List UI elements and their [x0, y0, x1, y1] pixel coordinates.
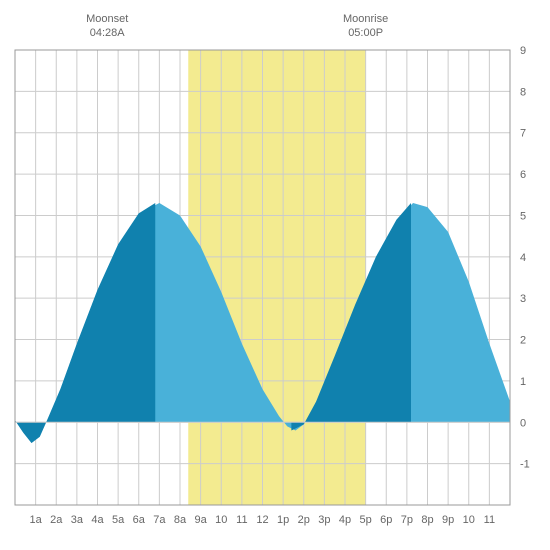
- x-tick-label: 3p: [318, 514, 330, 526]
- x-tick-label: 7a: [153, 514, 166, 526]
- y-tick-label: 5: [520, 210, 526, 222]
- x-tick-label: 4a: [91, 514, 104, 526]
- x-tick-label: 6p: [380, 514, 392, 526]
- x-tick-label: 8a: [174, 514, 187, 526]
- x-tick-label: 7p: [401, 514, 413, 526]
- y-tick-label: 9: [520, 45, 526, 57]
- x-tick-label: 6a: [133, 514, 146, 526]
- x-tick-label: 5p: [360, 514, 372, 526]
- x-tick-label: 4p: [339, 514, 351, 526]
- x-tick-label: 12: [256, 514, 268, 526]
- y-tick-label: 1: [520, 376, 526, 388]
- tide-chart: Moonset 04:28A Moonrise 05:00P 1a2a3a4a5…: [0, 0, 550, 550]
- x-tick-label: 11: [236, 514, 247, 526]
- y-tick-label: 4: [520, 252, 526, 264]
- x-tick-label: 2a: [50, 514, 63, 526]
- x-tick-label: 1a: [30, 514, 43, 526]
- chart-svg: 1a2a3a4a5a6a7a8a9a1011121p2p3p4p5p6p7p8p…: [0, 0, 550, 550]
- x-tick-label: 8p: [421, 514, 433, 526]
- y-tick-label: 2: [520, 335, 526, 347]
- y-tick-label: 7: [520, 128, 526, 140]
- y-tick-label: -1: [520, 459, 530, 471]
- daylight-band: [188, 50, 365, 505]
- y-tick-label: 6: [520, 169, 526, 181]
- y-tick-label: 8: [520, 86, 526, 98]
- x-tick-label: 10: [215, 514, 227, 526]
- x-tick-label: 5a: [112, 514, 125, 526]
- x-tick-label: 10: [463, 514, 475, 526]
- y-tick-label: 0: [520, 417, 526, 429]
- x-tick-label: 2p: [298, 514, 310, 526]
- x-tick-label: 1p: [277, 514, 289, 526]
- y-tick-label: 3: [520, 293, 526, 305]
- x-tick-label: 9a: [195, 514, 208, 526]
- x-tick-label: 11: [484, 514, 495, 526]
- x-tick-label: 9p: [442, 514, 454, 526]
- x-tick-label: 3a: [71, 514, 84, 526]
